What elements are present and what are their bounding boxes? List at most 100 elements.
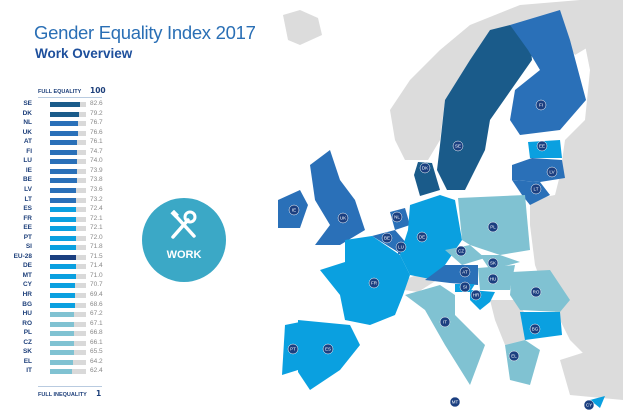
bar-track xyxy=(50,207,86,213)
bar-track xyxy=(50,111,86,117)
map-label-hr: HR xyxy=(470,289,482,301)
score-value: 72.1 xyxy=(90,214,103,222)
map-label-circle xyxy=(529,323,541,335)
score-value: 82.6 xyxy=(90,100,103,107)
page-subtitle: Work Overview xyxy=(35,46,133,61)
country-cz xyxy=(445,245,485,265)
ranking-row: SK 65.5 xyxy=(0,348,120,357)
bar-fill xyxy=(50,121,78,127)
map-label-de: DE xyxy=(416,231,428,243)
country-bg xyxy=(520,312,562,340)
country-code: IE xyxy=(25,166,32,174)
map-label-ro: RO xyxy=(530,286,542,298)
country-cy xyxy=(590,396,605,408)
map-label-text: EE xyxy=(539,144,545,149)
score-value: 76.6 xyxy=(90,128,103,136)
map-label-fr: FR xyxy=(368,277,380,289)
bar-track xyxy=(50,226,86,232)
map-label-text: MT xyxy=(452,400,459,405)
map-label-si: SI xyxy=(459,281,471,293)
map-label-pl: PL xyxy=(487,221,499,233)
bar-fill xyxy=(50,340,74,346)
score-value: 71.5 xyxy=(90,252,103,260)
map-label-text: PT xyxy=(290,347,296,352)
map-label-text: SK xyxy=(490,261,496,266)
page-title: Gender Equality Index 2017 xyxy=(34,22,256,43)
map-label-pt: PT xyxy=(287,343,299,355)
country-code: DE xyxy=(22,262,32,270)
map-label-circle xyxy=(487,273,499,285)
map-label-circle xyxy=(439,316,451,328)
bar-fill xyxy=(50,369,73,375)
map-label-circle xyxy=(546,166,558,178)
score-value: 73.6 xyxy=(90,185,103,193)
map-label-mt: MT xyxy=(449,396,461,408)
country-labels: SE DK NL UK AT FI LU IE BE LV LT ES FR EE PT SI DE MT CY HR… xyxy=(287,99,595,411)
ranking-row: AT 76.1 xyxy=(0,138,120,147)
map-label-dk: DK xyxy=(419,162,431,174)
map-label-circle xyxy=(391,211,403,223)
map-label-text: LV xyxy=(549,170,554,175)
map-label-ie: IE xyxy=(288,204,300,216)
bar-track xyxy=(50,359,86,365)
bar-track xyxy=(50,340,86,346)
ranking-row: NL 76.7 xyxy=(0,119,120,128)
bar-track xyxy=(50,235,86,241)
full-inequality-value: 1 xyxy=(96,389,102,398)
map-label-circle xyxy=(536,140,548,152)
bar-track xyxy=(50,302,86,308)
bar-track xyxy=(50,178,86,184)
map-label-text: EL xyxy=(511,354,517,359)
map-label-circle xyxy=(337,212,349,224)
country-lt xyxy=(512,180,550,205)
map-label-text: DK xyxy=(422,166,428,171)
map-label-text: SE xyxy=(455,144,461,149)
country-code: SI xyxy=(25,243,32,251)
map-label-text: HU xyxy=(490,277,497,282)
bar-track xyxy=(50,264,86,270)
bar-track xyxy=(50,216,86,222)
ranking-row: CZ 66.1 xyxy=(0,339,120,348)
map-label-text: DE xyxy=(419,235,425,240)
map-label-lt: LT xyxy=(530,183,542,195)
country-code: EU-28 xyxy=(13,252,32,260)
country-fi xyxy=(510,10,586,135)
bar-track xyxy=(50,159,86,165)
bar-fill xyxy=(50,254,76,260)
map-label-circle xyxy=(395,241,407,253)
bar-fill xyxy=(50,359,74,365)
score-value: 69.4 xyxy=(90,291,103,298)
country-code: AT xyxy=(23,138,32,146)
map-label-uk: UK xyxy=(337,212,349,224)
map-label-el: EL xyxy=(508,350,520,362)
score-value: 67.2 xyxy=(90,310,103,318)
bar-track xyxy=(50,350,86,356)
country-lv xyxy=(512,158,565,182)
bar-track xyxy=(50,140,86,146)
ranking-row: UK 76.6 xyxy=(0,129,120,138)
map-label-text: HR xyxy=(473,293,480,298)
ranking-row: IT 62.4 xyxy=(0,367,120,376)
country-code: DK xyxy=(22,109,32,117)
score-value: 73.9 xyxy=(90,166,103,174)
country-code: ES xyxy=(23,205,32,213)
map-label-es: ES xyxy=(322,343,334,355)
map-label-hu: HU xyxy=(487,273,499,285)
score-value: 66.1 xyxy=(90,338,103,346)
bar-track xyxy=(50,187,86,193)
score-value: 71.8 xyxy=(90,243,103,251)
bar-track xyxy=(50,331,86,337)
map-label-circle xyxy=(449,396,461,408)
map-label-text: FI xyxy=(539,103,543,108)
map-label-circle xyxy=(508,350,520,362)
score-value: 71.0 xyxy=(90,271,103,279)
bar-track xyxy=(50,293,86,298)
map-label-bg: BG xyxy=(529,323,541,335)
map-label-nl: NL xyxy=(391,211,403,223)
map-label-text: NL xyxy=(394,215,400,220)
bar-fill xyxy=(50,312,75,318)
country-code: MT xyxy=(22,271,32,279)
bar-fill xyxy=(50,187,77,193)
bar-track xyxy=(50,283,86,289)
score-value: 79.2 xyxy=(90,109,103,117)
